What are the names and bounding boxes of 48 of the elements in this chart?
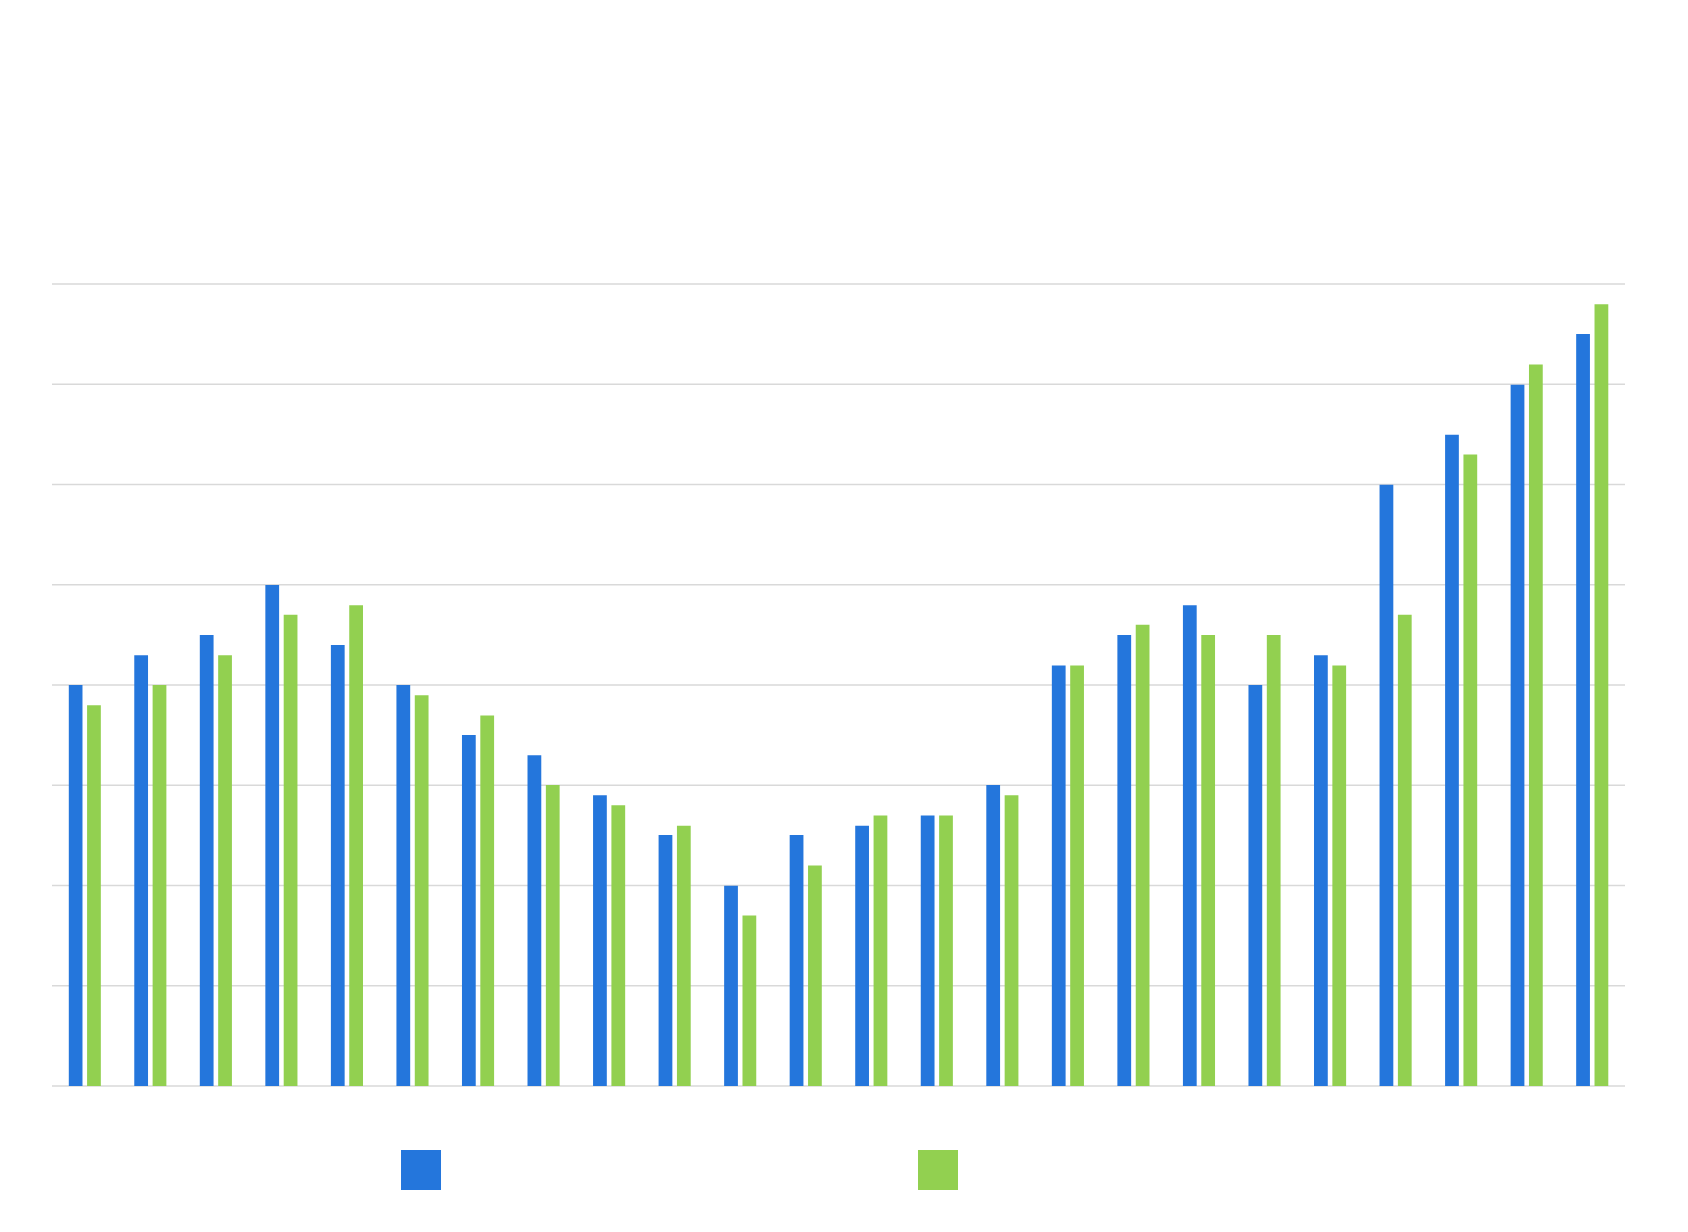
bar <box>1182 605 1197 1086</box>
bar <box>939 815 953 1086</box>
bar <box>920 815 935 1086</box>
bar <box>855 825 869 1086</box>
bar <box>265 584 280 1086</box>
bar <box>87 705 101 1086</box>
bar <box>1594 304 1609 1086</box>
bar <box>1248 684 1263 1086</box>
bar <box>986 785 1001 1086</box>
bar <box>1576 334 1590 1086</box>
bar <box>1528 364 1543 1086</box>
bar <box>1314 655 1328 1086</box>
bar <box>199 634 214 1086</box>
bar <box>611 805 626 1086</box>
bar <box>1004 795 1019 1086</box>
bar <box>1332 665 1347 1086</box>
bar <box>527 755 542 1086</box>
bar <box>808 865 822 1086</box>
bar <box>789 835 804 1086</box>
bar <box>461 735 476 1086</box>
bar <box>1463 454 1478 1086</box>
bar <box>218 655 232 1086</box>
bar <box>134 655 149 1086</box>
bar <box>1070 665 1084 1086</box>
bar <box>349 605 363 1086</box>
bar <box>1379 484 1394 1086</box>
bar <box>742 915 757 1086</box>
bar <box>1397 614 1412 1086</box>
bar <box>1510 384 1525 1086</box>
bar <box>1201 634 1216 1086</box>
bar <box>593 795 607 1086</box>
bar <box>480 715 495 1086</box>
bar <box>414 695 429 1086</box>
bar <box>1117 634 1132 1086</box>
bar <box>658 835 673 1086</box>
bar <box>330 645 345 1086</box>
bar <box>68 684 83 1086</box>
bar <box>724 885 738 1086</box>
bar <box>1266 634 1281 1086</box>
bar <box>152 684 167 1086</box>
bar <box>1445 434 1459 1086</box>
bar <box>1135 624 1150 1086</box>
bar <box>396 684 411 1086</box>
bar <box>873 815 888 1086</box>
bar <box>545 785 560 1086</box>
bar <box>283 614 298 1086</box>
bar <box>676 825 691 1086</box>
bar <box>1051 665 1066 1086</box>
